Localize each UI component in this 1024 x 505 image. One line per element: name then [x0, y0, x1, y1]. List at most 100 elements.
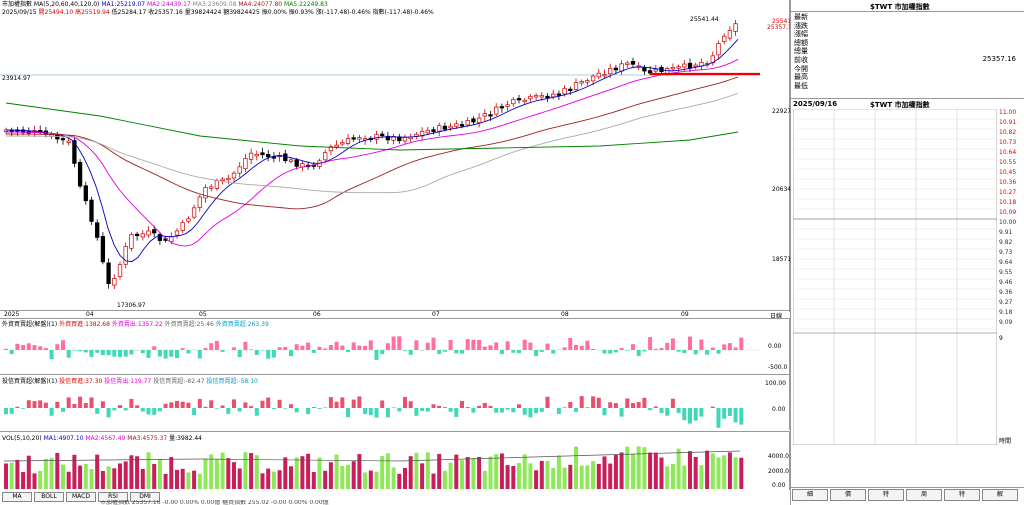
high-label: 高25519.94 — [75, 9, 110, 16]
candle-body — [630, 60, 636, 65]
trust-bar — [511, 408, 516, 413]
indicator-tab-boll[interactable]: BOLL — [34, 492, 64, 502]
trust-bar — [26, 400, 31, 408]
quote-tab-week[interactable]: 周 — [906, 489, 942, 501]
trust-bar — [186, 402, 191, 408]
candle-body — [539, 95, 544, 98]
kline-panel[interactable] — [0, 0, 790, 312]
quote-row-label: 總額 — [794, 38, 808, 47]
trust-bar — [214, 408, 219, 409]
foreign-bar — [26, 343, 31, 350]
trust-bar — [539, 408, 544, 412]
quote-tab-special[interactable]: 特 — [868, 489, 904, 501]
volume-bar — [665, 466, 670, 489]
volume-bar — [482, 471, 487, 489]
indicator-tab-macd[interactable]: MACD — [66, 492, 96, 502]
vol-axis-label: 4000.0 — [768, 453, 789, 460]
foreign-bar — [448, 340, 453, 350]
foreign-bar — [163, 350, 168, 359]
trust-bar — [89, 397, 94, 408]
trust-bar — [152, 408, 157, 415]
trust-bar — [328, 397, 333, 408]
foreign-v1: 外資買進:1382.68 — [59, 321, 110, 328]
intraday-axis-label: 9.64 — [999, 259, 1013, 266]
volume-bar — [625, 446, 630, 489]
foreign-axis-label: 0.00 — [768, 343, 782, 350]
trust-bar — [32, 401, 37, 408]
volume-bar — [608, 463, 613, 489]
indicator-tab-rsi[interactable]: RSI — [98, 492, 128, 502]
volume-bar — [568, 464, 573, 489]
foreign-bar — [568, 337, 573, 350]
chg-b-label: 振0.93% — [288, 9, 314, 16]
candle-body — [248, 152, 254, 160]
trust-bar — [733, 408, 738, 423]
candle-body — [499, 106, 505, 109]
volume-bar — [391, 467, 396, 489]
candle-body — [180, 222, 185, 231]
foreign-bar — [579, 345, 584, 350]
quote-tab-special-2[interactable]: 特 — [944, 489, 980, 501]
candle-body — [448, 125, 453, 129]
foreign-bar — [334, 341, 339, 350]
candle-body — [72, 140, 77, 164]
intraday-axis-label: 10.64 — [999, 149, 1017, 156]
trust-bar — [289, 404, 293, 408]
ma4-line — [5, 76, 739, 210]
candlestick-chart[interactable] — [0, 18, 760, 308]
foreign-bar — [340, 345, 345, 350]
trust-bar — [38, 400, 43, 408]
trust-bar — [488, 405, 493, 408]
trust-panel[interactable] — [0, 374, 790, 430]
candle-body — [157, 234, 163, 241]
candle-body — [106, 262, 111, 285]
foreign-bar — [106, 350, 111, 356]
trust-bar — [140, 408, 145, 412]
volume-bar — [385, 453, 390, 489]
candle-body — [476, 117, 482, 124]
intraday-chart[interactable] — [793, 109, 997, 445]
indicator-tab-ma[interactable]: MA — [2, 492, 32, 502]
trust-bar — [203, 406, 208, 408]
trust-bar — [15, 406, 20, 408]
volume-bar — [146, 452, 151, 489]
foreign-bar — [38, 346, 43, 350]
volume-bar — [271, 471, 276, 489]
volume-panel[interactable] — [0, 431, 790, 490]
candle-body — [214, 180, 220, 189]
foreign-bar — [534, 350, 539, 356]
quote-tab-analysis[interactable]: 解 — [982, 489, 1018, 501]
volume-bar — [499, 453, 504, 489]
trust-bar — [442, 407, 447, 408]
foreign-bar — [408, 350, 413, 355]
volume-bar — [277, 470, 282, 489]
trust-bar — [545, 396, 550, 408]
volume-bar — [254, 455, 259, 489]
trust-bar — [414, 408, 419, 416]
foreign-panel[interactable] — [0, 318, 790, 374]
volume-bar — [716, 457, 721, 489]
volume-bar — [722, 455, 727, 489]
candle-body — [191, 207, 197, 218]
candle-body — [209, 186, 214, 189]
trust-bar — [403, 396, 407, 408]
quote-tab-detail[interactable]: 細 — [792, 489, 828, 501]
quote-tab-price[interactable]: 價 — [830, 489, 866, 501]
trust-bar — [220, 405, 225, 408]
intraday-axis-label: 10.45 — [999, 169, 1017, 176]
foreign-bar — [346, 350, 350, 353]
trust-bar — [591, 396, 596, 408]
indicator-tab-dmi[interactable]: DMI — [130, 492, 160, 502]
foreign-bar — [72, 350, 77, 351]
candle-body — [146, 230, 151, 236]
candle-body — [545, 95, 550, 99]
foreign-bar — [442, 350, 447, 352]
quote-row-label: 漲跌 — [794, 21, 808, 30]
ma3-line — [5, 92, 739, 194]
foreign-bar — [437, 350, 442, 355]
intraday-axis-label: 10.09 — [999, 209, 1017, 216]
foreign-bar — [254, 350, 259, 356]
volume-bar — [733, 457, 738, 489]
trust-bar — [659, 408, 664, 413]
price-axis: 25541 25357.16 22927 20634 18571 — [760, 18, 796, 308]
